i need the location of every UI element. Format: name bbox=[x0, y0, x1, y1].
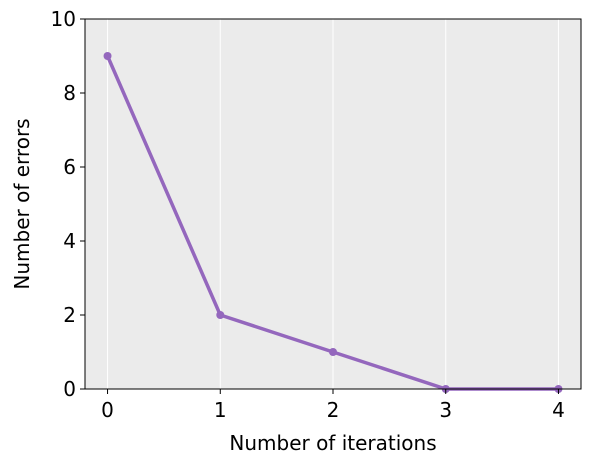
x-tick-label: 3 bbox=[439, 398, 452, 422]
y-axis-label: Number of errors bbox=[10, 118, 34, 289]
x-tick-label: 0 bbox=[101, 398, 114, 422]
x-tick-label: 1 bbox=[214, 398, 227, 422]
grid-lines bbox=[107, 19, 559, 389]
data-point bbox=[329, 348, 337, 356]
axis-ticks: 0 1 2 3 4 0 2 4 6 8 10 bbox=[51, 7, 565, 422]
y-tick-label: 4 bbox=[63, 229, 76, 253]
data-point bbox=[103, 52, 112, 60]
x-tick-label: 2 bbox=[327, 398, 340, 422]
y-tick-label: 8 bbox=[63, 81, 76, 105]
x-axis-label: Number of iterations bbox=[229, 431, 436, 455]
y-tick-label: 2 bbox=[63, 303, 76, 327]
y-tick-label: 0 bbox=[63, 377, 76, 401]
y-tick-label: 6 bbox=[63, 155, 76, 179]
y-tick-label: 10 bbox=[51, 7, 76, 31]
data-point bbox=[216, 311, 225, 319]
x-tick-label: 4 bbox=[552, 398, 565, 422]
